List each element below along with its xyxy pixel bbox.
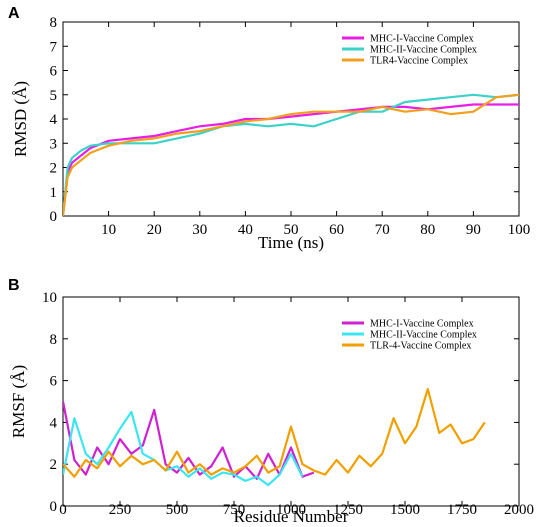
x-tick-label: 60 xyxy=(329,222,344,238)
x-tick-label: 10 xyxy=(101,222,116,238)
x-tick-label: 70 xyxy=(375,222,390,238)
x-tick-label: 0 xyxy=(59,502,67,518)
x-tick-label: 20 xyxy=(147,222,162,238)
series-line-2 xyxy=(63,93,519,216)
y-axis-title: RMSF (Å) xyxy=(9,365,28,438)
y-tick-label: 1 xyxy=(50,185,58,201)
x-tick-label: 30 xyxy=(192,222,207,238)
legend-label: MHC-II-Vaccine Complex xyxy=(370,45,477,56)
y-tick-label: 2 xyxy=(50,161,58,177)
x-tick-label: 500 xyxy=(166,502,189,518)
y-axis-title: RMSD (Å) xyxy=(11,81,30,157)
x-tick-label: 90 xyxy=(466,222,481,238)
y-tick-label: 4 xyxy=(50,112,58,128)
x-tick-label: 100 xyxy=(508,222,531,238)
y-tick-label: 0 xyxy=(50,499,58,515)
y-tick-label: 3 xyxy=(50,136,58,152)
x-tick-label: 1000 xyxy=(276,502,306,518)
x-axis-title: Residue Number xyxy=(234,507,349,526)
series-line-2 xyxy=(63,410,304,487)
x-tick-label: 50 xyxy=(284,222,299,238)
x-tick-label: 750 xyxy=(223,502,246,518)
y-tick-label: 0 xyxy=(50,209,58,225)
y-tick-label: 10 xyxy=(42,290,57,306)
series-line-1 xyxy=(63,103,519,216)
panel-a: A 0 1 2 3 4 5 6 7 8 10 20 30 40 50 60 70 80 90 100 Time (ns)… xyxy=(8,5,530,252)
x-tick-label: 1750 xyxy=(447,502,477,518)
y-tick-label: 6 xyxy=(50,64,58,80)
panel-letter: B xyxy=(8,277,20,294)
legend-label: TLR4-Vaccine Complex xyxy=(370,56,468,67)
legend-label: MHC-I-Vaccine Complex xyxy=(370,319,474,330)
x-tick-label: 1250 xyxy=(333,502,363,518)
legend-label: MHC-II-Vaccine Complex xyxy=(370,330,477,341)
panel-letter: A xyxy=(8,5,20,22)
x-tick-label: 40 xyxy=(238,222,253,238)
y-tick-label: 6 xyxy=(50,374,58,390)
y-tick-label: 8 xyxy=(50,15,58,31)
y-tick-label: 4 xyxy=(50,415,58,431)
y-tick-label: 5 xyxy=(50,88,58,104)
legend-label: MHC-I-Vaccine Complex xyxy=(370,34,474,45)
x-axis-title: Time (ns) xyxy=(258,233,324,252)
legend-label: TLR-4-Vaccine Complex xyxy=(370,341,471,352)
y-tick-label: 2 xyxy=(50,457,58,473)
x-tick-label: 80 xyxy=(420,222,435,238)
y-tick-label: 8 xyxy=(50,332,58,348)
y-tick-label: 7 xyxy=(50,39,58,55)
x-tick-label: 250 xyxy=(109,502,132,518)
x-tick-label: 1500 xyxy=(390,502,420,518)
series-line-3 xyxy=(63,93,519,216)
panel-b: B 0 2 4 6 8 10 0 250 500 750 1000 1250 1500 1750 2000 Re… xyxy=(8,277,534,526)
series-line-3 xyxy=(63,387,486,478)
x-tick-label: 2000 xyxy=(504,502,534,518)
